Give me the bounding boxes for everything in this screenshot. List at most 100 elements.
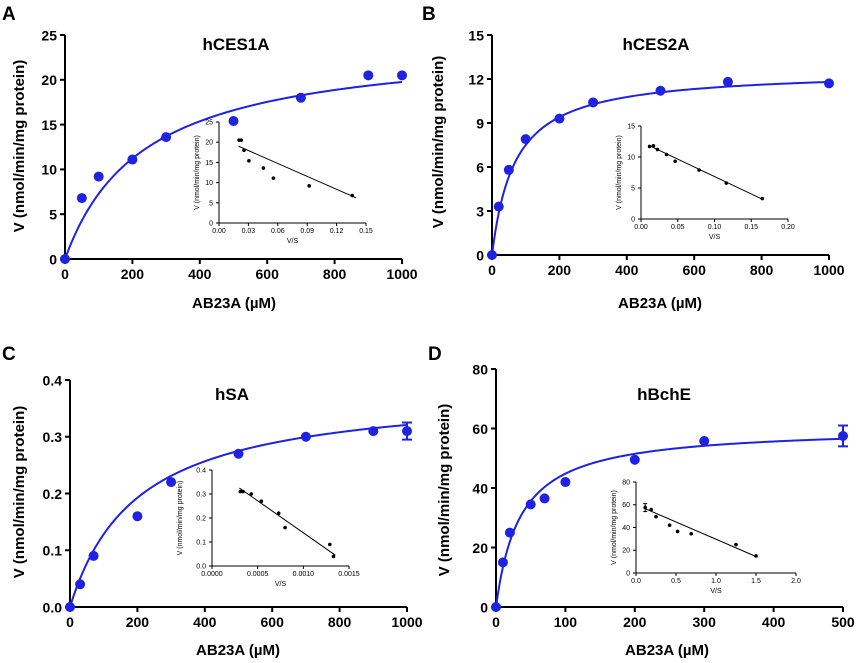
data-point [132, 511, 143, 522]
fit-curve [491, 80, 830, 256]
y-tick-label: 5 [49, 206, 57, 222]
inset-data-point [654, 514, 658, 519]
data-point [295, 92, 306, 103]
chart-title: hSA [215, 385, 249, 404]
y-tick-label: 0.2 [196, 515, 206, 522]
y-tick-label: 40 [472, 480, 488, 496]
fit-curve [495, 437, 844, 608]
x-tick-label: 0.06 [271, 228, 285, 235]
inset-data-point [724, 181, 729, 185]
x-axis-label: AB23A (µM) [625, 642, 709, 659]
regression-line [643, 507, 757, 557]
inset-data-point [734, 542, 738, 547]
x-tick-label: 0.09 [300, 228, 314, 235]
y-tick-label: 0.2 [43, 486, 63, 502]
panel-letter: A [2, 4, 16, 25]
x-tick-label: 600 [256, 266, 280, 282]
y-tick-label: 60 [472, 421, 488, 437]
y-axis-label: V (nmol/min/mg protein) [11, 406, 28, 579]
data-point [699, 435, 710, 446]
y-tick-label: 0.0 [196, 563, 206, 570]
inset-data-point [247, 158, 251, 163]
x-tick-label: 1000 [386, 266, 417, 282]
x-tick-label: 0.0015 [338, 571, 360, 578]
x-tick-label: 500 [831, 614, 855, 630]
inset-plot: 0.00 0.05 0.10 0.15 0.20 0 5 10 15 V/S V (nmol/min… [616, 123, 795, 241]
inset-data-point [238, 489, 243, 494]
y-tick-label: 15 [41, 117, 57, 133]
regression-line [239, 487, 336, 556]
y-tick-label: 25 [41, 27, 57, 43]
y-tick-label: 80 [622, 479, 630, 486]
y-tick-label: 20 [472, 540, 488, 556]
y-axis-label: V (nmol/min/mg protein) [430, 56, 447, 229]
x-tick-label: 0.00 [212, 228, 226, 235]
data-point [233, 448, 244, 459]
y-tick-label: 25 [205, 119, 213, 126]
inset-data-point [655, 147, 660, 152]
y-tick-label: 3 [476, 203, 484, 219]
y-axis-label: V (nmol/min/mg protein) [11, 60, 28, 233]
x-tick-label: 0.0000 [201, 571, 223, 578]
inset-data-point [328, 542, 332, 547]
y-tick-label: 15 [468, 27, 484, 43]
y-tick-label: 0.0 [43, 599, 63, 615]
y-tick-label: 60 [622, 502, 630, 509]
y-tick-label: 0.3 [43, 429, 63, 445]
x-tick-label: 0.15 [744, 224, 758, 231]
y-tick-label: 10 [205, 180, 213, 187]
inset-data-point [697, 168, 701, 172]
data-point [487, 250, 497, 260]
inset-x-axis-label: V/S [710, 588, 722, 595]
inset-data-point [651, 144, 656, 148]
inset-data-point [760, 196, 765, 201]
data-point [588, 97, 599, 108]
data-point [838, 430, 848, 441]
y-tick-label: 6 [476, 159, 484, 175]
data-point [93, 171, 104, 182]
inset-x-axis-label: V/S [709, 234, 721, 241]
y-tick-label: 0.4 [196, 467, 206, 474]
data-point [497, 557, 508, 568]
inset-data-point [675, 529, 680, 534]
x-tick-label: 0 [66, 614, 74, 630]
data-point [491, 602, 501, 612]
data-point [525, 499, 536, 510]
x-tick-label: 0.00 [634, 224, 648, 231]
y-axis-label: V (nmol/min/mg protein) [436, 404, 453, 577]
x-tick-label: 100 [554, 614, 578, 630]
inset-data-point [242, 148, 246, 153]
inset-y-axis-label: V (nmol/min/mg protein) [177, 481, 184, 556]
inset-y-axis-label: V (nmol/min/mg protein) [611, 490, 618, 565]
y-tick-label: 10 [627, 154, 635, 161]
data-point [65, 602, 75, 612]
x-tick-label: 0 [492, 614, 500, 630]
data-point [629, 454, 640, 465]
inset-data-point [649, 507, 653, 512]
y-tick-label: 10 [41, 162, 57, 178]
panel-letter: B [422, 4, 436, 25]
data-point [127, 154, 138, 165]
inset-plot: 0.00 0.03 0.06 0.09 0.12 0.15 0 5 10 15 20 25 V/S V (… [194, 119, 373, 245]
chart-title: hBchE [637, 385, 691, 404]
data-point [60, 254, 70, 264]
data-point [722, 76, 733, 87]
data-point [493, 201, 504, 212]
inset-data-point [667, 523, 672, 528]
y-tick-label: 5 [209, 200, 213, 207]
y-tick-label: 20 [205, 140, 213, 147]
x-tick-label: 0.0005 [247, 571, 269, 578]
inset-x-axis-label: V/S [287, 238, 299, 245]
inset-data-point [307, 184, 311, 188]
x-tick-label: 600 [683, 262, 707, 278]
inset-data-point [249, 492, 254, 496]
x-tick-label: 1000 [813, 262, 844, 278]
x-axis-label: AB23A (µM) [618, 295, 702, 312]
data-point [363, 70, 374, 81]
y-tick-label: 0 [480, 599, 488, 615]
inset-y-axis-label: V (nmol/min/mg protein) [194, 135, 201, 210]
data-point [539, 493, 550, 504]
x-axis-label: AB23A (µM) [192, 295, 276, 312]
y-tick-label: 20 [622, 548, 630, 555]
data-point [402, 426, 412, 437]
